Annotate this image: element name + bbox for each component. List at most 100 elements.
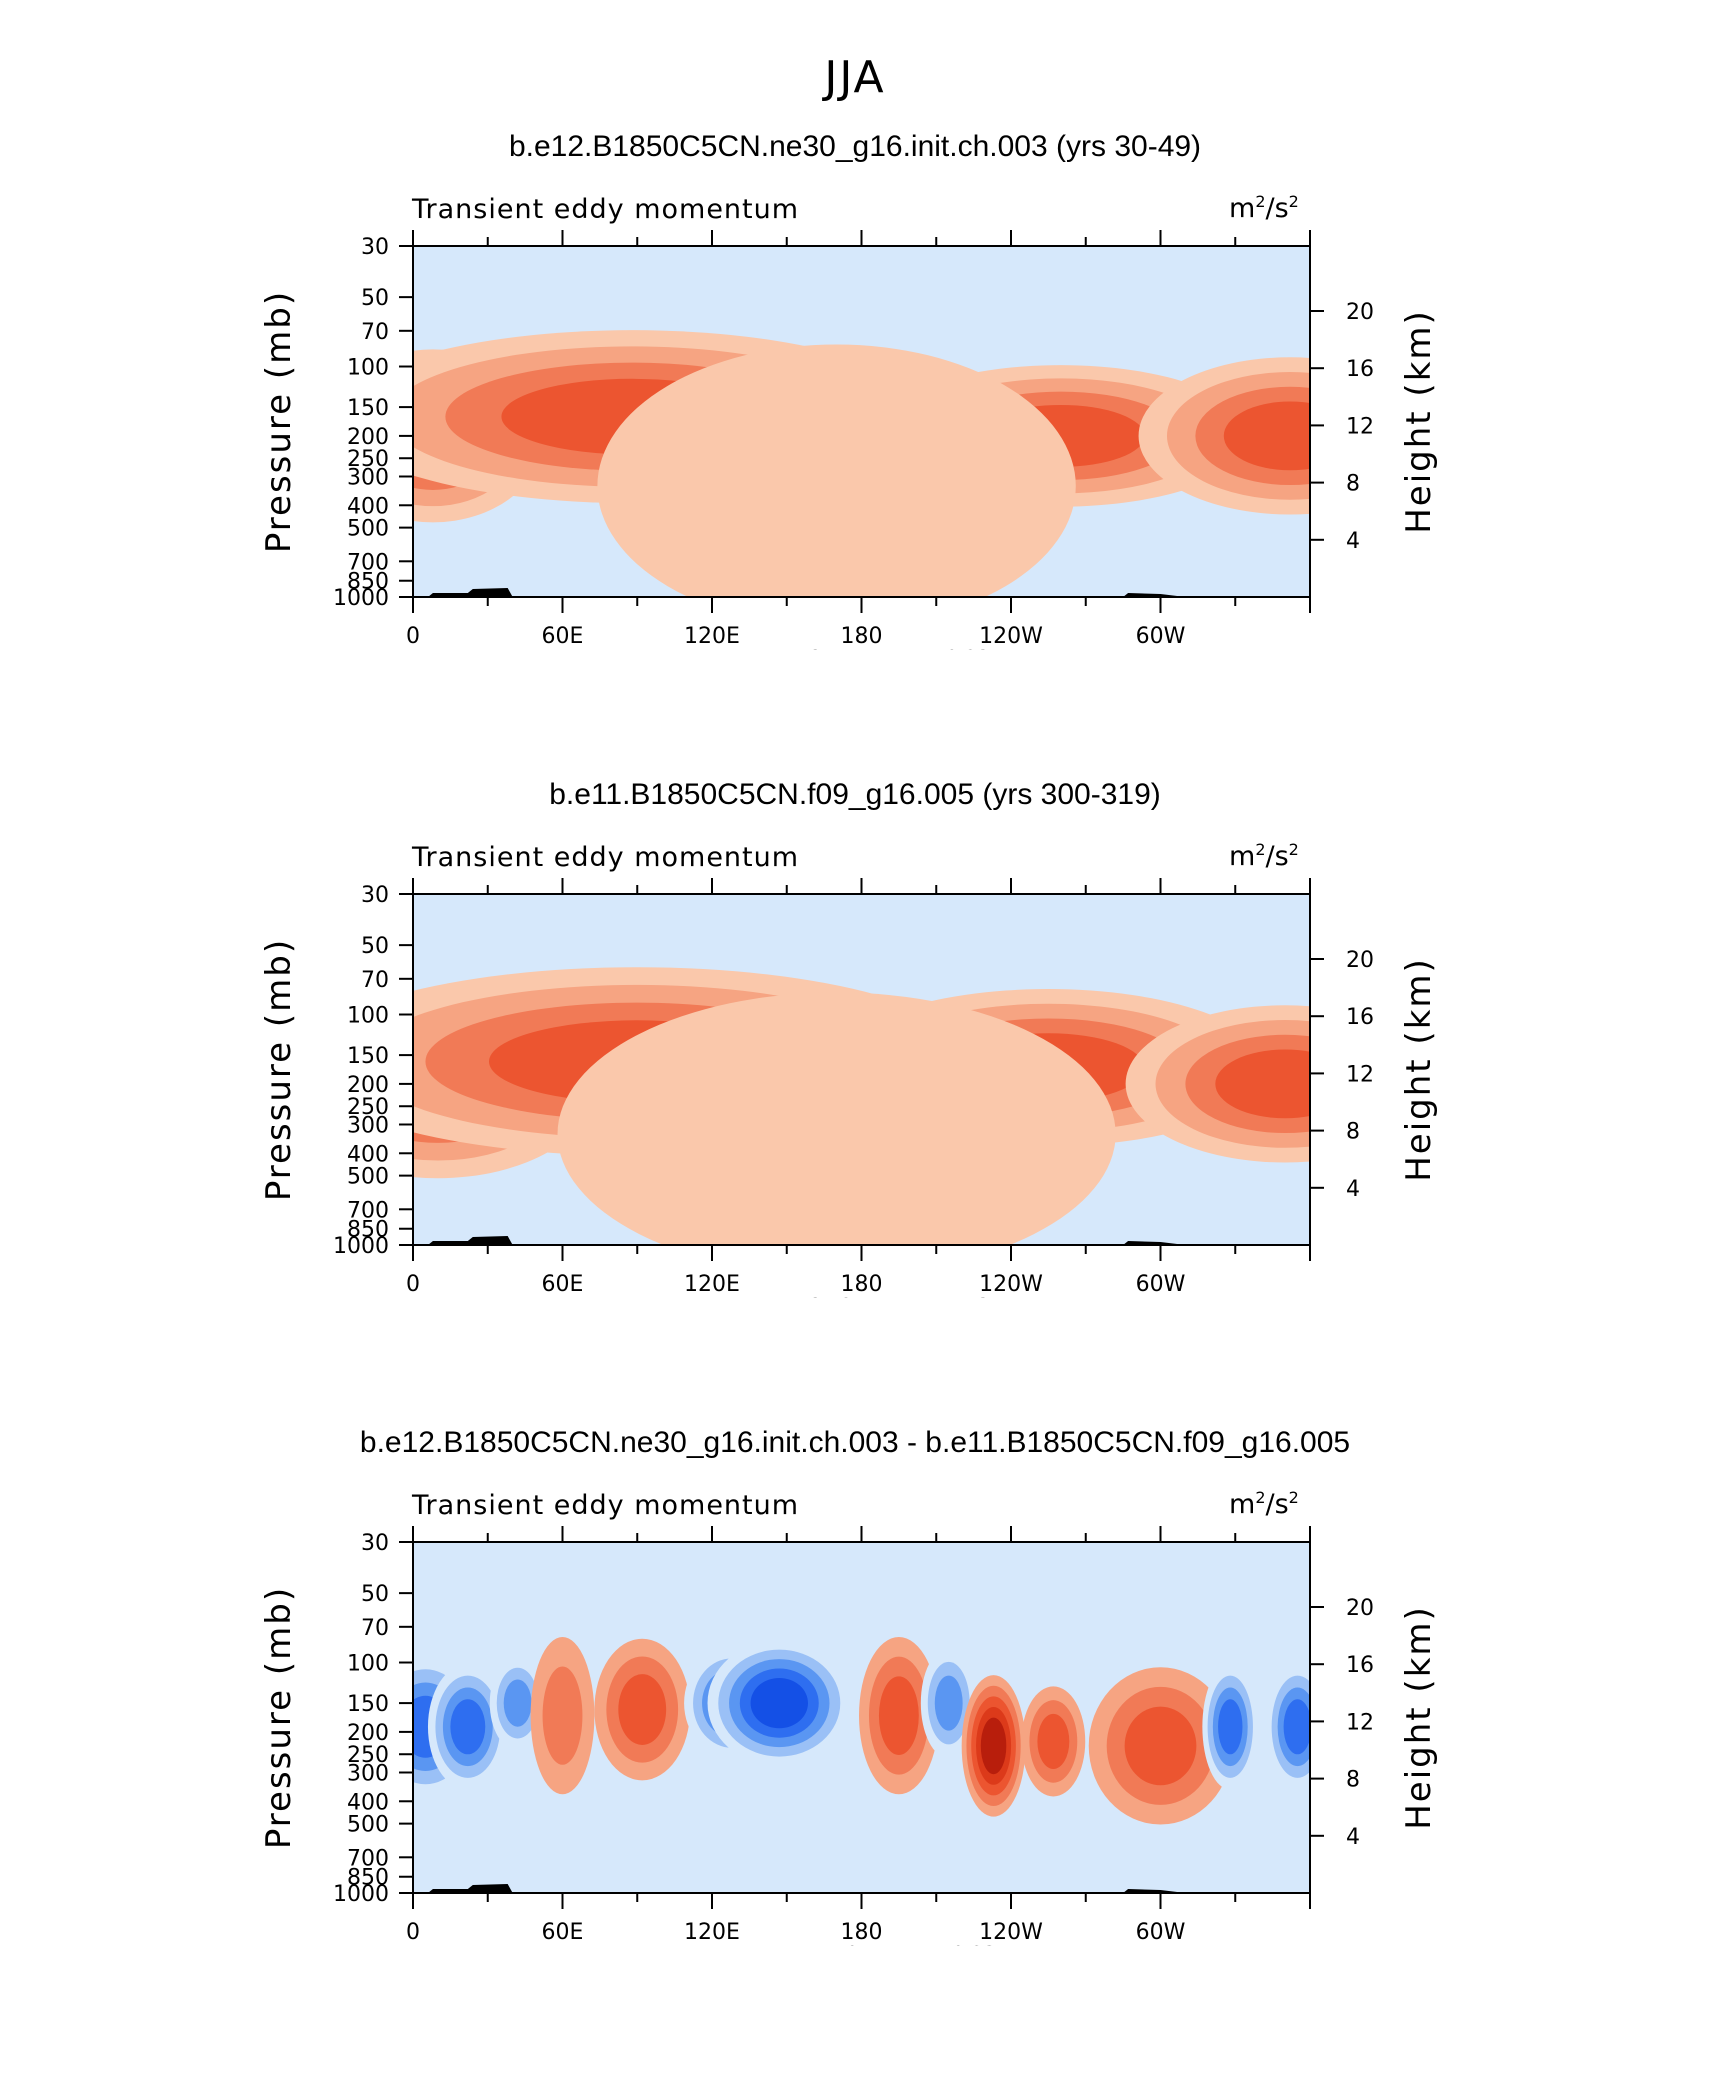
x-tick-label: 60W: [1136, 1272, 1186, 1297]
y2-tick-label: 12: [1346, 414, 1374, 439]
y2-tick-label: 16: [1346, 1005, 1374, 1030]
y-tick-label: 30: [361, 883, 389, 908]
contour-region: [618, 1674, 667, 1745]
panel-title: b.e12.B1850C5CN.ne30_g16.init.ch.003 - b…: [359, 1426, 1351, 1459]
y-tick-label: 70: [361, 320, 389, 345]
x-tick-label: 0: [406, 1920, 420, 1945]
x-tick-label: 120E: [684, 1920, 740, 1945]
y-tick-label: 100: [347, 1652, 389, 1677]
panel-title: b.e12.B1850C5CN.ne30_g16.init.ch.003 (yr…: [508, 130, 1202, 163]
contour-region: [878, 1676, 919, 1755]
y-tick-label: 150: [347, 396, 389, 421]
y-tick-label: 700: [347, 1846, 389, 1871]
y-tick-label: 300: [347, 1113, 389, 1138]
x-tick-label: 120W: [979, 1272, 1043, 1297]
x-tick-label: 120W: [979, 1920, 1043, 1945]
y-tick-label: 70: [361, 968, 389, 993]
contour-region: [503, 1679, 532, 1727]
contour-region: [1037, 1713, 1070, 1769]
x-tick-label: 120E: [684, 624, 740, 649]
y-tick-label: 150: [347, 1692, 389, 1717]
x-tick-label: 60W: [1136, 1920, 1186, 1945]
contour-region: [1124, 1706, 1197, 1786]
y-tick-label: 500: [347, 1813, 389, 1838]
contour-region: [1283, 1699, 1310, 1755]
contour-region: [980, 1717, 1007, 1775]
y2-tick-label: 12: [1346, 1062, 1374, 1087]
contour-field: [413, 330, 1310, 597]
x-tick-label: 0: [406, 1272, 420, 1297]
y-tick-label: 1000: [333, 1234, 389, 1259]
y2-tick-label: 20: [1346, 1596, 1374, 1621]
y2-axis-label: Height (km): [1399, 1605, 1439, 1830]
contour-region: [542, 1666, 583, 1765]
figure-title: JJA: [824, 52, 886, 103]
left-string: Transient eddy momentum: [412, 194, 800, 225]
y2-tick-label: 12: [1346, 1710, 1374, 1735]
x-tick-label: 180: [841, 624, 883, 649]
y-tick-label: 1000: [333, 586, 389, 611]
x-tick-label: 60E: [542, 1272, 584, 1297]
y2-tick-label: 16: [1346, 1653, 1374, 1678]
y2-tick-label: 8: [1346, 472, 1360, 497]
y-tick-label: 300: [347, 1761, 389, 1786]
x-tick-label: 180: [841, 1272, 883, 1297]
y-tick-label: 500: [347, 1165, 389, 1190]
y2-axis-label: Height (km): [1399, 309, 1439, 534]
y-tick-label: 50: [361, 934, 389, 959]
units-label: m2/s2: [1229, 192, 1299, 224]
y2-tick-label: 16: [1346, 357, 1374, 382]
contour-field: [413, 1637, 1310, 1825]
y2-tick-label: 20: [1346, 948, 1374, 973]
y-tick-label: 70: [361, 1616, 389, 1641]
y2-tick-label: 8: [1346, 1768, 1360, 1793]
contour-field: [413, 967, 1310, 1245]
contour-region: [597, 344, 1076, 597]
units-label: m2/s2: [1229, 1488, 1299, 1520]
contour-region: [450, 1699, 486, 1755]
y2-tick-label: 4: [1346, 1177, 1360, 1202]
y-tick-label: 700: [347, 1198, 389, 1223]
units-label: m2/s2: [1229, 840, 1299, 872]
y-tick-label: 500: [347, 517, 389, 542]
y-tick-label: 850: [347, 1866, 389, 1891]
y-axis-label: Pressure (mb): [259, 938, 299, 1201]
y-tick-label: 50: [361, 1582, 389, 1607]
x-tick-label: 180: [841, 1920, 883, 1945]
y-tick-label: 200: [347, 1073, 389, 1098]
y-tick-label: 250: [347, 1743, 389, 1768]
left-string: Transient eddy momentum: [412, 1490, 800, 1521]
y2-tick-label: 20: [1346, 300, 1374, 325]
x-tick-label: 60E: [542, 624, 584, 649]
min-max-label: MIN = -6.18 MAX = 45.13: [733, 1294, 990, 1298]
panel-3: b.e12.B1850C5CN.ne30_g16.init.ch.003 - b…: [0, 1296, 1710, 1946]
contour-region: [1218, 1699, 1243, 1755]
x-tick-label: 0: [406, 624, 420, 649]
y-tick-label: 250: [347, 447, 389, 472]
y-tick-label: 100: [347, 356, 389, 381]
contour-region: [1215, 1049, 1310, 1119]
y-tick-label: 30: [361, 235, 389, 260]
y2-tick-label: 4: [1346, 529, 1360, 554]
left-string: Transient eddy momentum: [412, 842, 800, 873]
x-tick-label: 120W: [979, 624, 1043, 649]
x-tick-label: 60W: [1136, 624, 1186, 649]
y-tick-label: 150: [347, 1044, 389, 1069]
y-tick-label: 850: [347, 1218, 389, 1243]
y-tick-label: 50: [361, 286, 389, 311]
min-max-label: MIN = -6.55 MAX = 40.23: [733, 646, 990, 650]
y-tick-label: 100: [347, 1004, 389, 1029]
y-tick-label: 400: [347, 1790, 389, 1815]
y-tick-label: 850: [347, 570, 389, 595]
panel-title: b.e11.B1850C5CN.f09_g16.005 (yrs 300-319…: [549, 778, 1161, 811]
y2-tick-label: 8: [1346, 1120, 1360, 1145]
y-tick-label: 400: [347, 494, 389, 519]
y-tick-label: 400: [347, 1142, 389, 1167]
y-tick-label: 250: [347, 1095, 389, 1120]
panel-2: b.e11.B1850C5CN.f09_g16.005 (yrs 300-319…: [0, 648, 1710, 1298]
contour-region: [1223, 401, 1310, 471]
y-tick-label: 1000: [333, 1882, 389, 1907]
